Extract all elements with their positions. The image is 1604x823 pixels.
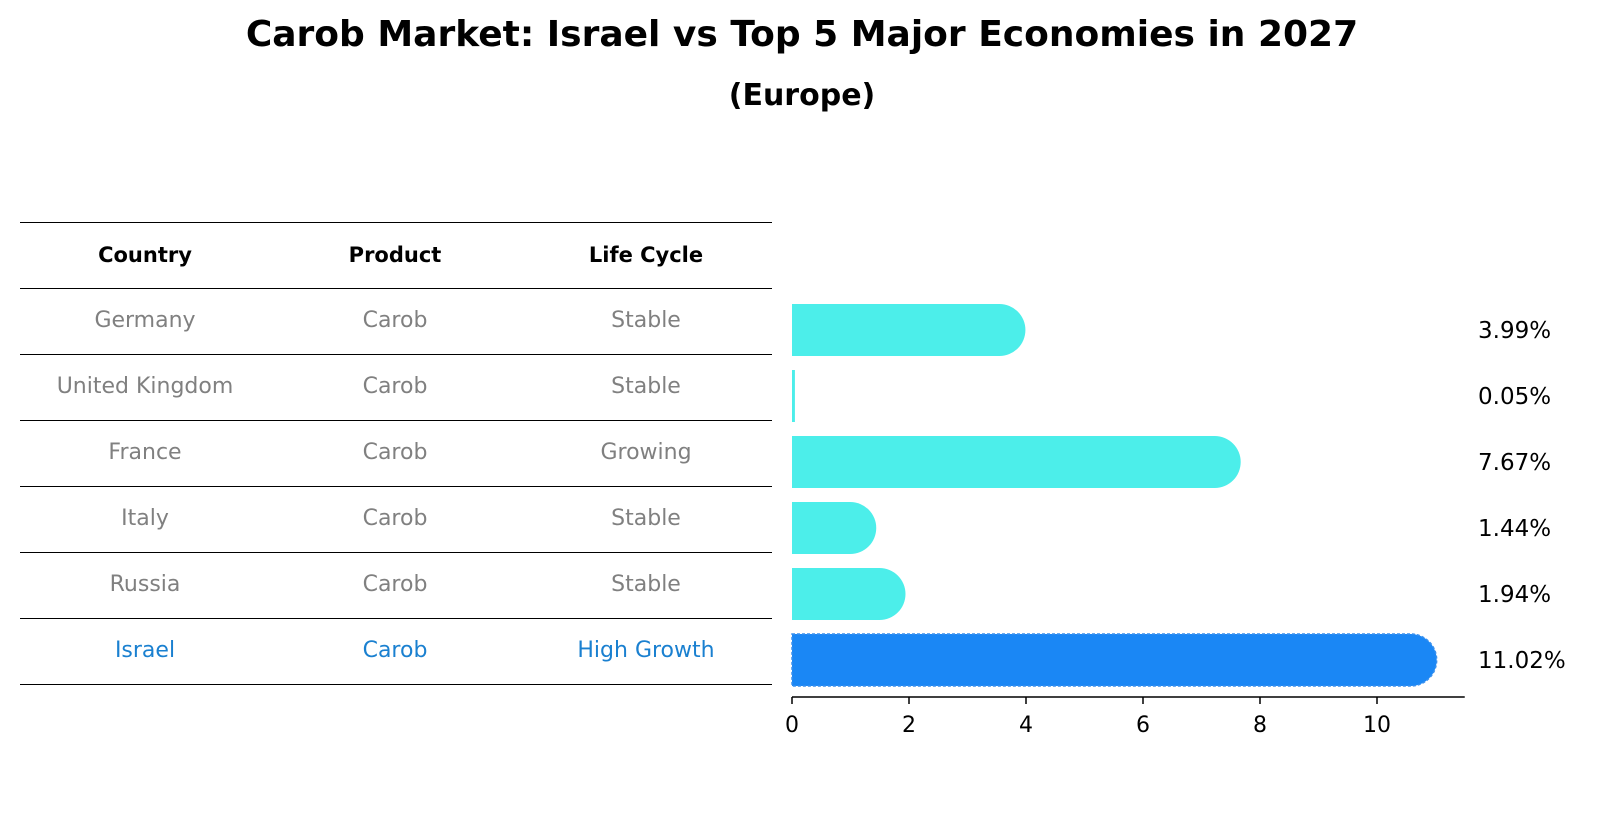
- bar-israel: [791, 633, 1438, 687]
- column-header-life-cycle: Life Cycle: [588, 243, 704, 267]
- table-row: United Kingdom Carob Stable: [20, 354, 772, 420]
- bar-germany: [792, 304, 1026, 356]
- chart-subtitle: (Europe): [728, 78, 876, 113]
- table-row: Russia Carob Stable: [20, 552, 772, 618]
- life-cycle-cell: Stable: [611, 374, 681, 399]
- country-cell: Israel: [114, 638, 176, 663]
- table-row-highlighted: Israel Carob High Growth: [20, 618, 772, 684]
- bar-france: [792, 436, 1241, 488]
- table-rule: [20, 552, 772, 553]
- bar-russia: [792, 568, 906, 620]
- x-tick-label: 6: [1136, 713, 1150, 738]
- table-rule: [20, 684, 772, 685]
- table-row: France Carob Growing: [20, 420, 772, 486]
- table-rule: [20, 288, 772, 289]
- life-cycle-cell: Stable: [611, 506, 681, 531]
- product-cell: Carob: [362, 440, 428, 465]
- bar-italy: [792, 502, 877, 554]
- value-label-italy: 1.44%: [1478, 516, 1551, 542]
- value-label-russia: 1.94%: [1478, 582, 1551, 608]
- x-tick-label: 8: [1253, 713, 1267, 738]
- product-cell: Carob: [362, 572, 428, 597]
- table-rule: [20, 486, 772, 487]
- table-row: Germany Carob Stable: [20, 288, 772, 354]
- life-cycle-cell: Stable: [611, 572, 681, 597]
- x-tick-label: 2: [902, 713, 916, 738]
- x-tick-label: 4: [1019, 713, 1033, 738]
- country-cell: Germany: [94, 308, 196, 333]
- table-header-row: Country Product Life Cycle: [20, 222, 772, 288]
- value-label-france: 7.67%: [1478, 450, 1551, 476]
- table-row: Italy Carob Stable: [20, 486, 772, 552]
- country-cell: France: [108, 440, 182, 465]
- country-cell: Russia: [109, 572, 181, 597]
- value-label-germany: 3.99%: [1478, 318, 1551, 344]
- value-label-united-kingdom: 0.05%: [1478, 384, 1551, 410]
- column-header-product: Product: [348, 243, 442, 267]
- product-cell: Carob: [362, 506, 428, 531]
- product-cell: Carob: [362, 308, 428, 333]
- table-rule: [20, 354, 772, 355]
- table-rule: [20, 420, 772, 421]
- life-cycle-cell: High Growth: [577, 638, 715, 663]
- country-cell: United Kingdom: [56, 374, 234, 399]
- x-tick-label: 10: [1363, 713, 1391, 738]
- country-cell: Italy: [121, 506, 169, 531]
- life-cycle-cell: Growing: [600, 440, 692, 465]
- column-header-country: Country: [98, 243, 192, 267]
- x-tick-label: 0: [785, 713, 799, 738]
- table-rule: [20, 222, 772, 223]
- life-cycle-cell: Stable: [611, 308, 681, 333]
- product-cell: Carob: [362, 374, 428, 399]
- chart-title: Carob Market: Israel vs Top 5 Major Econ…: [245, 14, 1359, 55]
- value-label-israel: 11.02%: [1478, 648, 1566, 674]
- product-cell: Carob: [362, 638, 428, 663]
- bar-united-kingdom: [792, 370, 795, 422]
- table-rule: [20, 618, 772, 619]
